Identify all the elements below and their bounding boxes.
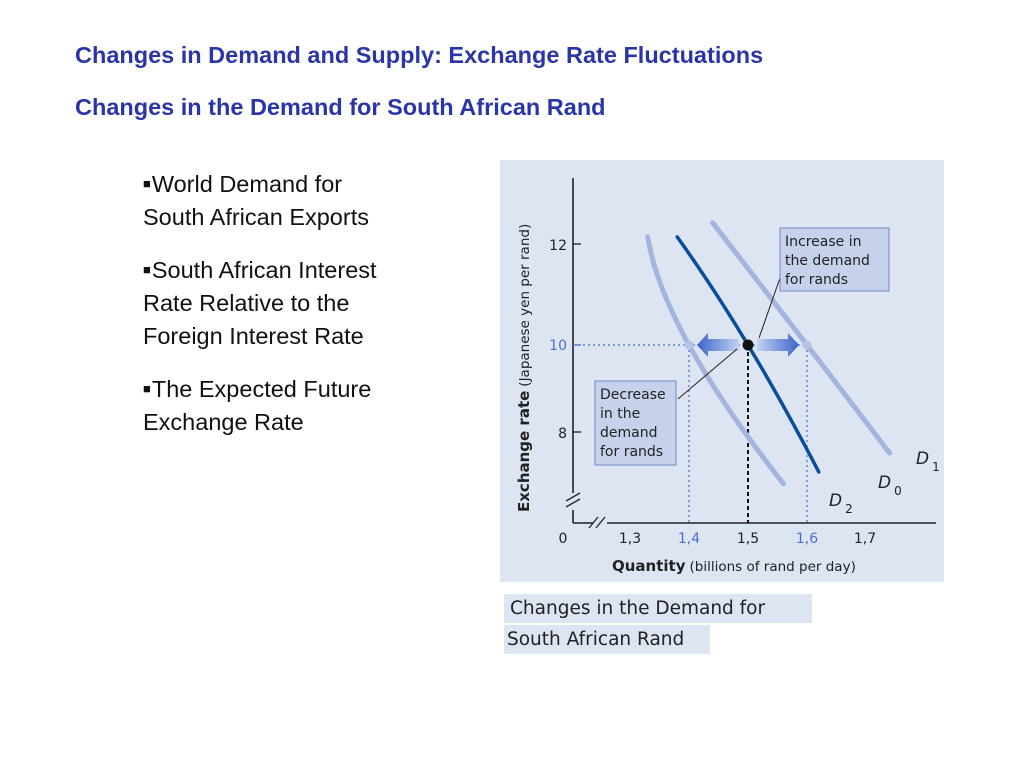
y-axis-label-note: (Japanese yen per rand) [517, 224, 533, 387]
bullet-text-line: The Expected Future [151, 376, 372, 402]
bullet-text-line: Foreign Interest Rate [143, 323, 364, 349]
x-axis-break-mark [595, 516, 606, 529]
x-axis-label-note: (billions of rand per day) [690, 559, 856, 575]
figure-caption-line-2: South African Rand [504, 625, 710, 654]
y-axis-title: Exchange rate (Japanese yen per rand) [515, 224, 533, 512]
bullet-text-line: South African Interest [151, 257, 377, 283]
square-bullet-icon: ■ [143, 262, 151, 277]
y-tick-label: 8 [558, 426, 567, 442]
curve-label-main: D [916, 449, 929, 469]
increase-callout-line: for rands [785, 272, 848, 288]
increase-callout: Increase in the demand for rands [779, 227, 890, 292]
increase-callout-leader [758, 277, 781, 339]
curve-label-main: D [878, 473, 891, 493]
shifted-point-d2 [684, 340, 694, 350]
decrease-callout-line: Decrease [600, 387, 666, 403]
slide-subtitle: Changes in the Demand for South African … [75, 94, 606, 120]
slide-title: Changes in Demand and Supply: Exchange R… [75, 42, 764, 68]
x-axis-label: Quantity [612, 557, 686, 575]
x-tick-label-highlighted: 1,6 [796, 531, 818, 547]
x-tick-label-origin: 0 [559, 531, 568, 547]
curve-label-subscript: 2 [845, 502, 853, 516]
x-tick-label: 1,7 [854, 531, 876, 547]
decrease-callout-line: for rands [600, 444, 663, 460]
decrease-callout-box [594, 380, 677, 466]
decrease-callout-line: demand [600, 425, 657, 441]
x-tick-label-highlighted: 1,4 [678, 531, 700, 547]
y-tick-label: 12 [549, 238, 567, 254]
bullet-text-line: South African Exports [143, 204, 369, 230]
equilibrium-point [742, 339, 754, 351]
increase-callout-box [779, 227, 890, 292]
curve-label-subscript: 0 [894, 484, 902, 498]
decrease-callout-line: in the [600, 406, 640, 422]
increase-callout-line: Increase in [785, 234, 861, 250]
x-tick-label: 1,5 [737, 531, 759, 547]
x-axis-title: Quantity (billions of rand per day) [612, 557, 856, 575]
decrease-callout-leader [677, 348, 738, 400]
demand-shift-chart: 12 10 8 0 1,3 1,4 1,5 1,6 1,7 Quantity (b… [500, 160, 944, 582]
x-axis-break-mark [588, 516, 599, 529]
decrease-shift-arrow-icon [697, 333, 739, 357]
square-bullet-icon: ■ [143, 176, 151, 191]
y-axis-label: Exchange rate [515, 391, 533, 512]
shifted-point-d1 [802, 340, 812, 350]
bullet-item-expected-exchange-rate: ■The Expected Future Exchange Rate [143, 372, 453, 439]
increase-callout-line: the demand [785, 253, 870, 269]
y-axis-break-mark [565, 492, 581, 502]
curve-label-main: D [829, 491, 842, 511]
bullet-text-line: Exchange Rate [143, 409, 304, 435]
bullet-text-line: World Demand for [151, 171, 343, 197]
bullet-text-line: Rate Relative to the [143, 290, 350, 316]
curve-label-subscript: 1 [932, 460, 940, 474]
decrease-callout: Decrease in the demand for rands [594, 380, 677, 466]
square-bullet-icon: ■ [143, 381, 151, 396]
increase-shift-arrow-icon [757, 333, 799, 357]
y-axis-break-mark [565, 498, 581, 508]
y-tick-label-highlighted: 10 [549, 338, 567, 354]
x-tick-label: 1,3 [619, 531, 641, 547]
bullet-item-world-demand: ■World Demand for South African Exports [143, 167, 453, 234]
figure-caption-line-1: Changes in the Demand for [504, 594, 812, 623]
bullet-item-interest-rate: ■South African Interest Rate Relative to… [143, 253, 453, 353]
bullet-list: ■World Demand for South African Exports … [143, 167, 453, 458]
